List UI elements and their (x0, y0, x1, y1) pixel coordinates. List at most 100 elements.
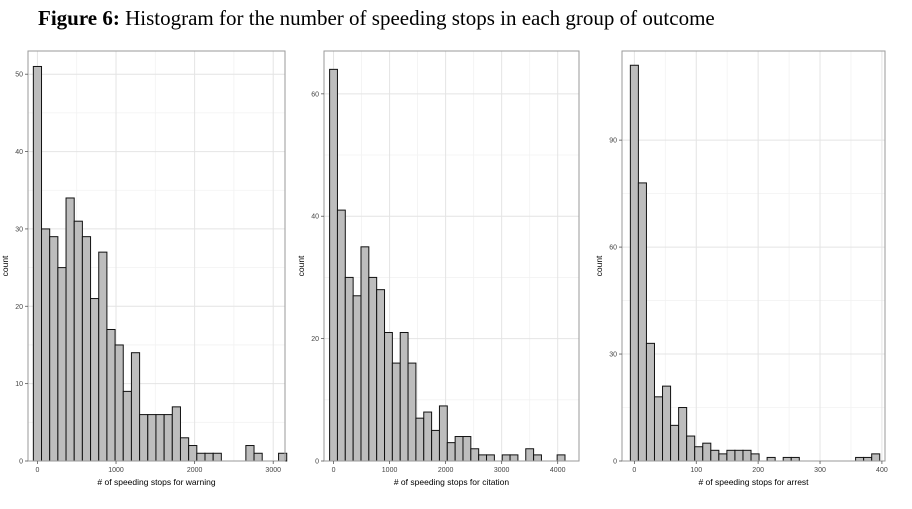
x-axis-label: # of speeding stops for arrest (698, 477, 809, 487)
y-tick-label: 0 (315, 459, 319, 466)
figure-title-bold: Figure 6: (38, 6, 120, 30)
histogram-bar (470, 448, 480, 462)
x-tick-label: 3000 (494, 467, 510, 474)
y-axis-label: count (296, 255, 306, 276)
plot-frame (621, 50, 886, 462)
histogram-bar (454, 436, 464, 462)
histogram-bar (204, 452, 214, 462)
chart-svg: 0 1000 2000 3000 4000 0 20 40 60 # of speeding st… (296, 50, 580, 487)
histogram-bar (686, 435, 696, 462)
histogram-warning: 0 1000 2000 3000 0 10 20 30 40 50 # of speeding st… (0, 48, 292, 488)
histogram-bar (415, 417, 425, 462)
histogram-bar (360, 246, 370, 462)
x-tick-label: 200 (752, 467, 764, 474)
x-tick-label: 4000 (550, 467, 566, 474)
y-tick-label: 30 (609, 352, 617, 359)
histogram-bar (65, 197, 75, 462)
histogram-bar (863, 456, 873, 462)
histogram-bar (710, 449, 720, 462)
histogram-bar (106, 328, 116, 462)
x-axis-label: # of speeding stops for citation (394, 477, 510, 487)
histogram-bar (212, 452, 222, 462)
histogram-bar (90, 298, 100, 462)
histogram-bar (122, 390, 132, 462)
histogram-bar (726, 449, 736, 462)
histogram-bar (533, 454, 542, 462)
x-tick-label: 2000 (187, 467, 203, 474)
y-tick-label: 10 (15, 381, 23, 388)
histogram-bar (446, 442, 456, 462)
histogram-bar (32, 65, 43, 462)
x-tick-label: 0 (332, 467, 336, 474)
histogram-bar (155, 414, 165, 462)
histogram-bar (702, 442, 712, 462)
histogram-bar (871, 453, 881, 462)
histogram-bar (329, 68, 338, 462)
histogram-bar (501, 454, 511, 462)
histogram-bar (336, 209, 346, 462)
histogram-bar (438, 405, 448, 462)
chart-svg: 0 100 200 300 400 0 30 60 90 # of speeding stops … (594, 50, 888, 487)
histogram-bar (742, 449, 752, 462)
plot-frame (323, 50, 580, 462)
y-tick-label: 50 (15, 72, 23, 79)
x-tick-label: 2000 (438, 467, 454, 474)
histogram-bar (718, 453, 728, 462)
histogram-citation: 0 1000 2000 3000 4000 0 20 40 60 # of speeding st… (296, 48, 586, 488)
histogram-bar (462, 436, 472, 462)
histogram-bar (81, 236, 92, 462)
histogram-bar (478, 454, 488, 462)
histogram-bar (352, 295, 362, 462)
histogram-bar (855, 456, 865, 462)
histogram-bar (645, 342, 655, 462)
histogram-bar (41, 228, 51, 462)
x-tick-label: 1000 (108, 467, 124, 474)
histogram-bar (694, 446, 704, 462)
figure-title-text: Histogram for the number of speeding sto… (119, 6, 715, 30)
histogram-bar (637, 182, 647, 462)
histogram-bar (556, 454, 566, 462)
x-tick-label: 400 (876, 467, 888, 474)
y-axis-label: count (0, 255, 10, 276)
histogram-bar (629, 64, 639, 462)
plot-frame (27, 50, 286, 462)
histogram-bar (147, 414, 157, 462)
x-axis-label: # of speeding stops for warning (97, 477, 215, 487)
chart-svg: 0 1000 2000 3000 0 10 20 30 40 50 # of speeding st… (0, 50, 288, 487)
histogram-bar (130, 352, 141, 462)
histogram-bar (188, 445, 198, 462)
histogram-bar (344, 276, 354, 462)
histogram-bar (509, 454, 519, 462)
histogram-bar (57, 267, 67, 462)
histogram-bar (678, 407, 688, 462)
y-tick-label: 60 (609, 245, 617, 252)
y-tick-label: 40 (15, 149, 23, 156)
histogram-bar (171, 406, 181, 462)
histogram-bar (486, 454, 495, 462)
histogram-bar (139, 414, 149, 462)
histogram-bar (368, 276, 378, 462)
histogram-bar (653, 396, 664, 462)
histogram-bar (750, 453, 760, 462)
y-tick-label: 0 (19, 459, 23, 466)
y-tick-label: 20 (311, 336, 319, 343)
x-tick-label: 1000 (382, 467, 398, 474)
histogram-bar (73, 220, 83, 462)
x-tick-label: 0 (35, 467, 39, 474)
histogram-bar (179, 437, 190, 462)
y-tick-label: 0 (613, 459, 617, 466)
y-tick-label: 30 (15, 226, 23, 233)
histogram-bar (782, 456, 792, 462)
histogram-bar (790, 456, 800, 462)
histogram-bar (49, 236, 59, 462)
figure-title: Figure 6: Histogram for the number of sp… (38, 6, 715, 31)
histogram-bar (98, 251, 108, 462)
x-tick-label: 0 (632, 467, 636, 474)
histogram-bar (662, 385, 672, 462)
y-tick-label: 20 (15, 304, 23, 311)
histogram-bar (245, 445, 255, 462)
histogram-bar (163, 414, 173, 462)
histogram-arrest: 0 100 200 300 400 0 30 60 90 # of speeding stops … (594, 48, 890, 488)
histogram-bar (407, 362, 417, 462)
histogram-bar (384, 331, 393, 462)
